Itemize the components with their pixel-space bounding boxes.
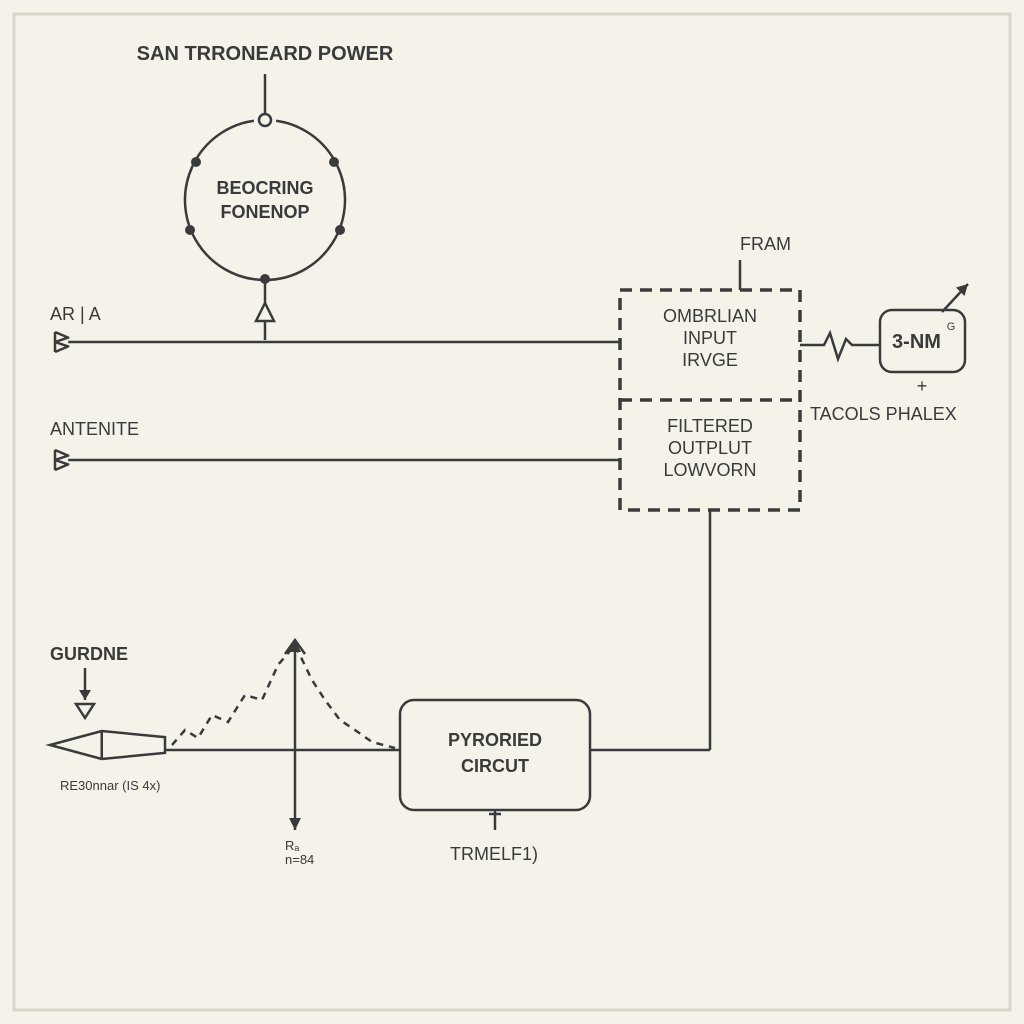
svg-text:n=84: n=84 xyxy=(285,852,314,867)
svg-text:FILTERED: FILTERED xyxy=(667,416,753,436)
label-gurdne: GURDNE xyxy=(50,644,128,664)
label-trmelf: TRMELF1) xyxy=(450,844,538,864)
svg-text:LOWVORN: LOWVORN xyxy=(663,460,756,480)
svg-text:CIRCUT: CIRCUT xyxy=(461,756,529,776)
svg-text:OUTPLUT: OUTPLUT xyxy=(668,438,752,458)
svg-text:OMBRLIAN: OMBRLIAN xyxy=(663,306,757,326)
svg-text:+: + xyxy=(917,376,928,396)
svg-text:G: G xyxy=(947,321,956,333)
svg-text:FONENOP: FONENOP xyxy=(220,202,309,222)
label-tacols: TACOLS PHALEX xyxy=(810,404,957,424)
label-san-power: SAN TRRONEARD POWER xyxy=(137,43,394,65)
svg-text:RE30nnar (IS 4x): RE30nnar (IS 4x) xyxy=(60,778,160,793)
label-antenite: ANTENITE xyxy=(50,419,139,439)
beocring-ring xyxy=(185,121,345,280)
svg-text:Rₐ: Rₐ xyxy=(285,838,299,853)
svg-text:PYRORIED: PYRORIED xyxy=(448,730,542,750)
svg-text:IRVGE: IRVGE xyxy=(682,350,738,370)
label-ar: AR | A xyxy=(50,304,101,324)
svg-text:INPUT: INPUT xyxy=(683,328,737,348)
pyroried-box xyxy=(400,700,590,810)
label-fram: FRAM xyxy=(740,234,791,254)
svg-text:BEOCRING: BEOCRING xyxy=(216,178,313,198)
response-curve xyxy=(172,645,395,748)
svg-text:3-NM: 3-NM xyxy=(892,331,941,353)
